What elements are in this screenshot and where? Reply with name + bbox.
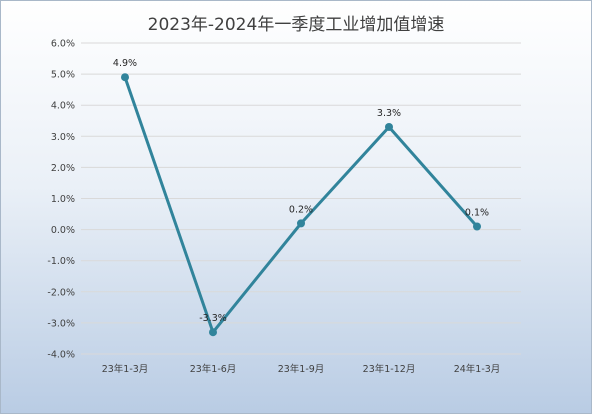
data-point bbox=[385, 122, 393, 131]
data-point bbox=[209, 328, 217, 337]
data-label: 0.1% bbox=[465, 207, 489, 218]
x-tick-label: 23年1-9月 bbox=[278, 363, 325, 375]
y-tick-label: -2.0% bbox=[47, 287, 75, 298]
data-label: -3.3% bbox=[199, 313, 227, 324]
y-tick-label: -4.0% bbox=[47, 350, 75, 361]
y-tick-label: 5.0% bbox=[51, 70, 75, 81]
y-tick-label: -1.0% bbox=[47, 256, 75, 267]
data-label: 0.2% bbox=[289, 204, 313, 215]
y-tick-label: 2.0% bbox=[51, 163, 75, 174]
y-tick-label: -3.0% bbox=[47, 318, 75, 329]
x-tick-label: 23年1-3月 bbox=[102, 363, 149, 375]
data-point bbox=[297, 219, 305, 228]
y-tick-label: 3.0% bbox=[51, 132, 75, 143]
data-point bbox=[473, 222, 481, 231]
data-point bbox=[121, 73, 129, 82]
data-label: 3.3% bbox=[377, 108, 401, 119]
x-tick-label: 23年1-12月 bbox=[363, 363, 416, 375]
y-tick-label: 1.0% bbox=[51, 194, 75, 205]
y-tick-label: 6.0% bbox=[51, 39, 75, 50]
chart-title: 2023年-2024年一季度工业增加值增速 bbox=[147, 15, 445, 35]
x-tick-label: 23年1-6月 bbox=[190, 363, 237, 375]
y-tick-label: 0.0% bbox=[51, 225, 75, 236]
data-label: 4.9% bbox=[113, 58, 137, 69]
x-tick-label: 24年1-3月 bbox=[454, 363, 501, 375]
y-tick-label: 4.0% bbox=[51, 101, 75, 112]
